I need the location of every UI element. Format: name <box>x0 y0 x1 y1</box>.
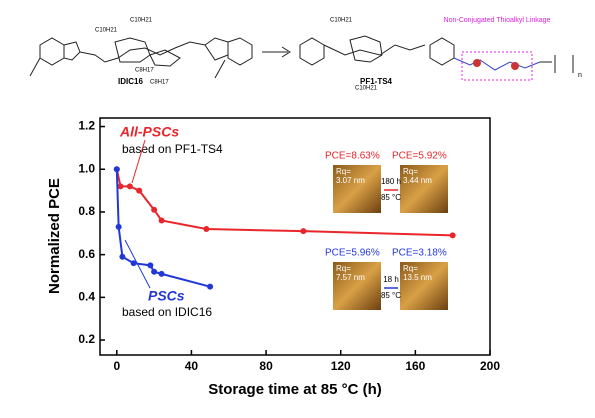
inset-rq-value: 3.44 nm <box>403 176 432 185</box>
annotation-arrow <box>131 139 146 184</box>
y-tick-label: 1.2 <box>78 119 95 133</box>
inset-rq-value: 3.07 nm <box>336 176 365 185</box>
y-tick-label: 0.8 <box>78 204 95 218</box>
arrow-temp: 85 °C <box>381 291 401 300</box>
inset-rq: Rq= <box>403 167 418 176</box>
series-name: PSCs <box>148 288 185 304</box>
series-subtitle: based on IDIC16 <box>122 305 212 319</box>
x-tick-label: 0 <box>113 359 120 373</box>
afm-image <box>333 165 381 213</box>
series-marker <box>126 183 133 190</box>
series-marker <box>113 166 120 173</box>
afm-image <box>400 165 448 213</box>
series-marker <box>115 223 122 230</box>
x-tick-label: 40 <box>185 359 199 373</box>
inset-pce: PCE=5.96% <box>325 248 380 259</box>
series-name: All-PSCs <box>119 124 179 140</box>
series-subtitle: based on PF1-TS4 <box>122 142 223 156</box>
x-tick-label: 200 <box>480 359 500 373</box>
inset-rq: Rq= <box>336 264 351 273</box>
series-marker <box>207 283 214 290</box>
series-marker <box>130 260 137 267</box>
side-chain: C10H21 <box>95 28 118 34</box>
series-marker <box>158 270 165 277</box>
side-chain: C8H17 <box>135 68 154 74</box>
structure-label: IDIC16 <box>118 77 143 86</box>
series-marker <box>119 253 126 260</box>
inset-rq: Rq= <box>336 167 351 176</box>
x-tick-label: 120 <box>331 359 351 373</box>
linkage-label: Non-Conjugated Thioalkyl Linkage <box>444 17 551 24</box>
x-tick-label: 160 <box>405 359 425 373</box>
structure-drawing <box>29 35 574 81</box>
afm-image <box>333 262 381 310</box>
annotation-arrow <box>124 239 151 289</box>
y-tick-label: 1.0 <box>78 161 95 175</box>
series-marker <box>151 206 158 213</box>
arrow-time: 18 h <box>383 275 399 284</box>
series-marker <box>117 183 124 190</box>
series-marker <box>151 268 158 275</box>
inset-pce: PCE=5.92% <box>392 151 447 162</box>
inset-pce: PCE=8.63% <box>325 151 380 162</box>
arrow-time: 180 h <box>381 177 401 186</box>
repeat-label: n <box>578 72 582 79</box>
inset-rq: Rq= <box>403 264 418 273</box>
y-tick-label: 0.2 <box>78 332 95 346</box>
series-marker <box>158 217 165 224</box>
side-chain: C10H21 <box>355 86 378 92</box>
x-axis-label: Storage time at 85 °C (h) <box>208 381 382 398</box>
arrow-temp: 85 °C <box>381 193 401 202</box>
inset-rq-value: 7.57 nm <box>336 273 365 282</box>
inset-pce: PCE=3.18% <box>392 248 447 259</box>
y-tick-label: 0.4 <box>78 290 95 304</box>
structure-label: PF1-TS4 <box>360 77 393 86</box>
side-chain: C10H21 <box>130 18 153 24</box>
afm-image <box>400 262 448 310</box>
y-tick-label: 0.6 <box>78 247 95 261</box>
side-chain: C8H17 <box>150 80 169 86</box>
series-marker <box>203 226 210 233</box>
series-marker <box>300 228 307 235</box>
series-marker <box>147 262 154 269</box>
x-tick-label: 80 <box>259 359 273 373</box>
side-chain: C10H21 <box>330 18 353 24</box>
series-marker <box>449 232 456 239</box>
y-axis-label: Normalized PCE <box>46 178 63 294</box>
inset-rq-value: 13.5 nm <box>403 273 432 282</box>
series-marker <box>136 187 143 194</box>
axes-frame <box>99 117 491 356</box>
